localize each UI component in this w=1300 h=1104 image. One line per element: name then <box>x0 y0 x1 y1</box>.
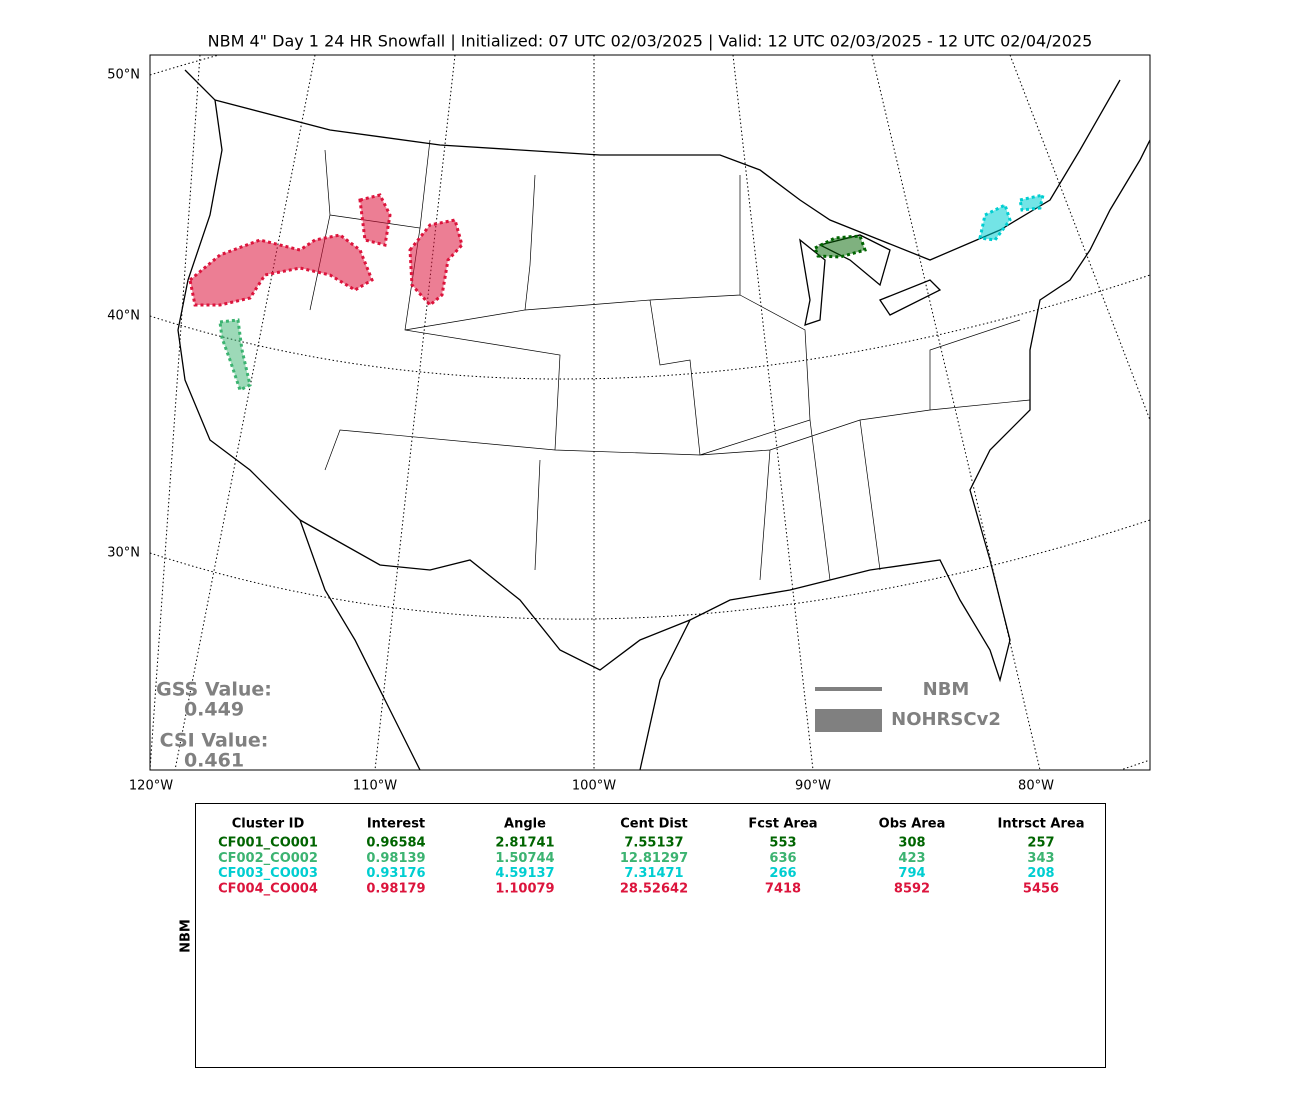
cluster-cf003 <box>978 193 1045 242</box>
table-cell: CF004_CO004 <box>218 881 318 896</box>
lat-label: 40°N <box>107 309 140 324</box>
table-cell: 0.98139 <box>366 851 425 866</box>
graticule <box>374 55 456 770</box>
table-cell: 343 <box>1027 851 1054 866</box>
table-cell: 1.50744 <box>495 851 554 866</box>
table-cell: 636 <box>769 851 796 866</box>
map <box>150 55 1150 770</box>
lat-label: 30°N <box>107 546 140 561</box>
lon-label: 90°W <box>795 779 831 794</box>
graticule <box>871 55 1041 770</box>
table-cell: 12.81297 <box>620 851 688 866</box>
column-header: Intrsct Area <box>998 817 1085 832</box>
table-cell: 208 <box>1027 866 1054 881</box>
table-cell: 257 <box>1027 836 1054 851</box>
graticule <box>732 55 814 770</box>
lon-label: 100°W <box>572 779 616 794</box>
lon-label: 110°W <box>353 779 397 794</box>
graticule-labels: 50°N 40°N 30°N 120°W 110°W 100°W 90°W 80°W <box>107 68 1054 794</box>
table-cell: 2.81741 <box>495 836 554 851</box>
graticule <box>150 519 1150 620</box>
table-cell: 7.31471 <box>624 866 683 881</box>
scores: GSS Value: 0.449 CSI Value: 0.461 <box>156 679 272 772</box>
column-header: Cent Dist <box>620 817 688 832</box>
table-side-label: NBM <box>179 919 194 953</box>
legend-label: NBM <box>923 679 970 700</box>
column-header: Interest <box>367 817 425 832</box>
graticule <box>174 55 316 770</box>
table-cell: 423 <box>898 851 925 866</box>
table-frame <box>195 803 1106 1068</box>
table-cell: 266 <box>769 866 796 881</box>
legend-label: NOHRSCv2 <box>891 709 1001 730</box>
column-header: Angle <box>504 817 546 832</box>
column-header: Obs Area <box>879 817 946 832</box>
gss-value: 0.449 <box>184 699 244 721</box>
table-cell: 7.55137 <box>624 836 683 851</box>
table-cell: 5456 <box>1023 881 1059 896</box>
map-frame <box>149 54 1151 771</box>
cluster-cf004 <box>188 193 464 308</box>
table-cell: 0.98179 <box>366 881 425 896</box>
legend-patch <box>815 709 882 732</box>
graticule <box>1009 55 1150 421</box>
table-cell: 7418 <box>765 881 801 896</box>
table-cell: 1.10079 <box>495 881 554 896</box>
gss-label: GSS Value: <box>156 679 272 701</box>
border <box>214 79 1121 261</box>
table-cell: 28.52642 <box>620 881 688 896</box>
csi-label: CSI Value: <box>160 730 269 752</box>
cluster-cf001 <box>813 234 867 259</box>
csi-value: 0.461 <box>184 750 244 772</box>
table-cell: 8592 <box>894 881 930 896</box>
column-header: Fcst Area <box>748 817 817 832</box>
cluster-cf002 <box>218 318 252 393</box>
column-header: Cluster ID <box>232 817 305 832</box>
table-cell: 0.96584 <box>366 836 425 851</box>
lon-label: 80°W <box>1018 779 1054 794</box>
legend: NBM NOHRSCv2 <box>815 679 1001 732</box>
coastline <box>177 69 1150 770</box>
graticule <box>150 274 1150 380</box>
table-cell: CF001_CO001 <box>218 836 318 851</box>
table-cell: 308 <box>898 836 925 851</box>
title: NBM 4" Day 1 24 HR Snowfall | Initialize… <box>208 32 1093 51</box>
table: Cluster ID Interest Angle Cent Dist Fcst Are… <box>218 817 1084 897</box>
lon-label: 120°W <box>129 779 173 794</box>
table-cell: 4.59137 <box>495 866 554 881</box>
table-cell: CF002_CO002 <box>218 851 318 866</box>
state-lines <box>309 139 1031 581</box>
table-cell: 553 <box>769 836 796 851</box>
table-cell: 794 <box>898 866 925 881</box>
table-cell: CF003_CO003 <box>218 866 318 881</box>
graticule <box>150 55 201 770</box>
table-cell: 0.93176 <box>366 866 425 881</box>
lat-label: 50°N <box>107 68 140 83</box>
border <box>299 519 691 671</box>
